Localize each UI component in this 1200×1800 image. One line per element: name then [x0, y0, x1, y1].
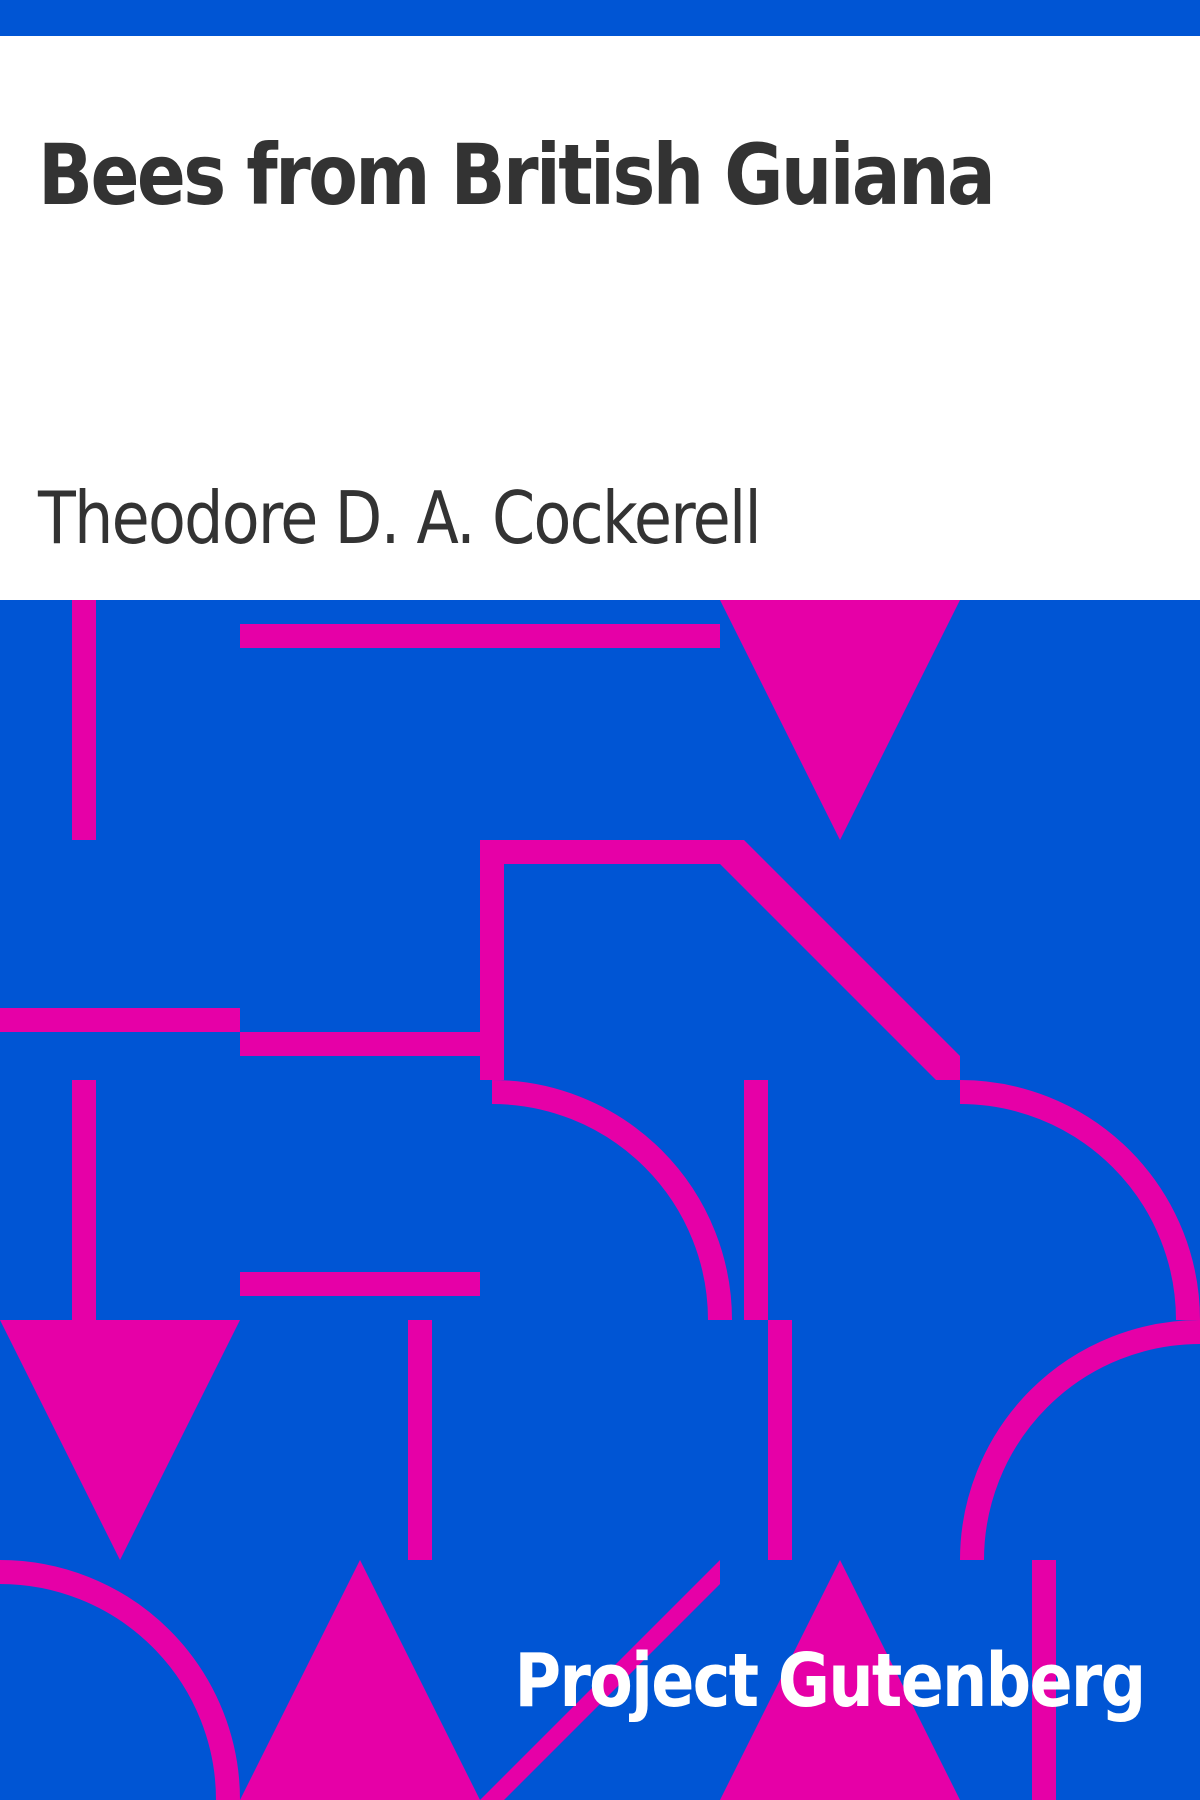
pattern-bar: [240, 624, 720, 648]
book-title: Bees from British Guiana: [38, 126, 996, 224]
pattern-bar: [0, 1008, 240, 1032]
pattern-diagonal-band: [480, 1560, 720, 1800]
cover-header: Bees from British Guiana Theodore D. A. …: [0, 36, 1200, 600]
pattern-bar: [72, 600, 96, 840]
pattern-shapes: [0, 600, 1200, 1800]
pattern-arc: [959, 1080, 1200, 1321]
pattern-triangle-up: [720, 1560, 960, 1800]
pattern-diagonal-connector: [480, 840, 960, 1080]
pattern-triangle-up: [240, 1560, 480, 1800]
book-author: Theodore D. A. Cockerell: [38, 476, 762, 560]
pattern-bar: [72, 1080, 96, 1320]
top-color-bar: [0, 0, 1200, 36]
pattern-arc: [0, 1560, 240, 1800]
pattern-triangle-down: [720, 600, 960, 840]
cover-pattern-art: [0, 600, 1200, 1800]
pattern-bar: [408, 1320, 432, 1560]
pattern-bar: [744, 1080, 768, 1320]
pattern-arc: [491, 1080, 732, 1321]
pattern-triangle-down: [0, 1320, 240, 1560]
publisher-name: Project Gutenberg: [514, 1638, 1146, 1724]
pattern-bar: [240, 1272, 480, 1296]
pattern-bar: [240, 1032, 480, 1056]
pattern-bar: [1032, 1560, 1056, 1800]
pattern-background: [0, 600, 1200, 1800]
pattern-bar: [768, 1320, 792, 1560]
pattern-arc: [960, 1320, 1200, 1561]
